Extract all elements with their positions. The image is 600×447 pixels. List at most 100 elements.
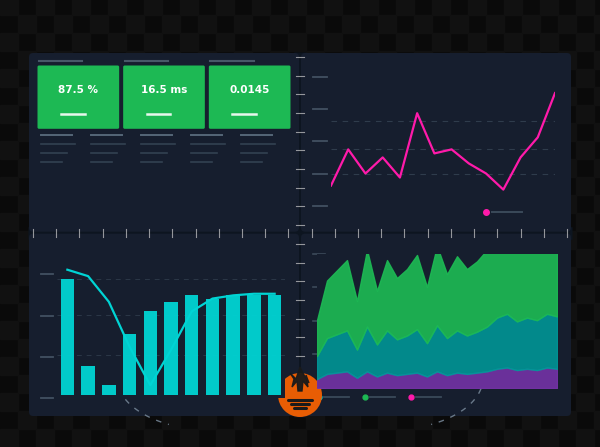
Bar: [270, 123, 288, 141]
Bar: [306, 303, 324, 321]
Bar: [126, 267, 144, 285]
Bar: [522, 411, 540, 429]
Bar: [36, 69, 54, 87]
Bar: [576, 177, 594, 195]
Bar: [522, 159, 540, 177]
Bar: [270, 339, 288, 357]
Bar: [126, 231, 144, 249]
Bar: [108, 141, 126, 159]
Bar: [324, 393, 342, 411]
Bar: [270, 303, 288, 321]
Bar: [396, 141, 414, 159]
Bar: [162, 51, 180, 69]
Bar: [486, 195, 504, 213]
Bar: [522, 267, 540, 285]
Bar: [102, 385, 116, 395]
Bar: [594, 375, 600, 393]
Bar: [378, 159, 396, 177]
Bar: [486, 231, 504, 249]
Bar: [288, 321, 306, 339]
Bar: [144, 69, 162, 87]
Bar: [36, 177, 54, 195]
Bar: [108, 357, 126, 375]
Bar: [540, 285, 558, 303]
Bar: [576, 321, 594, 339]
Bar: [0, 105, 18, 123]
Bar: [306, 159, 324, 177]
Bar: [180, 33, 198, 51]
Bar: [252, 213, 270, 231]
Bar: [270, 195, 288, 213]
Bar: [288, 429, 306, 447]
Bar: [396, 213, 414, 231]
Bar: [558, 123, 576, 141]
Bar: [72, 357, 90, 375]
Bar: [252, 69, 270, 87]
Bar: [360, 177, 378, 195]
Bar: [324, 321, 342, 339]
Bar: [396, 69, 414, 87]
Bar: [450, 411, 468, 429]
Bar: [558, 51, 576, 69]
Bar: [234, 375, 252, 393]
Bar: [36, 249, 54, 267]
Bar: [594, 195, 600, 213]
Bar: [504, 177, 522, 195]
Bar: [82, 366, 95, 395]
Bar: [558, 303, 576, 321]
Text: 16.5 ms: 16.5 ms: [141, 85, 187, 95]
Bar: [234, 303, 252, 321]
Bar: [594, 87, 600, 105]
Bar: [414, 15, 432, 33]
Bar: [288, 33, 306, 51]
Bar: [54, 51, 72, 69]
Bar: [414, 159, 432, 177]
Bar: [108, 213, 126, 231]
Bar: [90, 87, 108, 105]
Bar: [486, 411, 504, 429]
Bar: [72, 213, 90, 231]
Bar: [270, 411, 288, 429]
Bar: [126, 411, 144, 429]
Bar: [162, 411, 180, 429]
Bar: [594, 159, 600, 177]
Bar: [396, 105, 414, 123]
FancyBboxPatch shape: [29, 234, 299, 416]
Bar: [594, 51, 600, 69]
Bar: [378, 375, 396, 393]
Bar: [432, 213, 450, 231]
Bar: [108, 0, 126, 15]
Bar: [468, 177, 486, 195]
Bar: [144, 249, 162, 267]
Bar: [144, 213, 162, 231]
Bar: [360, 105, 378, 123]
Bar: [540, 357, 558, 375]
Bar: [306, 195, 324, 213]
Bar: [54, 267, 72, 285]
Bar: [486, 87, 504, 105]
Bar: [143, 312, 157, 395]
Bar: [306, 411, 324, 429]
Bar: [594, 15, 600, 33]
Bar: [252, 177, 270, 195]
Bar: [360, 213, 378, 231]
Bar: [342, 339, 360, 357]
Bar: [432, 393, 450, 411]
Bar: [432, 0, 450, 15]
Bar: [216, 321, 234, 339]
Bar: [216, 69, 234, 87]
Bar: [270, 267, 288, 285]
Bar: [576, 141, 594, 159]
Bar: [342, 159, 360, 177]
Bar: [54, 15, 72, 33]
Bar: [306, 87, 324, 105]
Bar: [108, 33, 126, 51]
Bar: [378, 339, 396, 357]
Bar: [396, 33, 414, 51]
Bar: [468, 429, 486, 447]
Bar: [270, 87, 288, 105]
Bar: [180, 357, 198, 375]
Bar: [450, 267, 468, 285]
Bar: [0, 141, 18, 159]
Bar: [90, 411, 108, 429]
